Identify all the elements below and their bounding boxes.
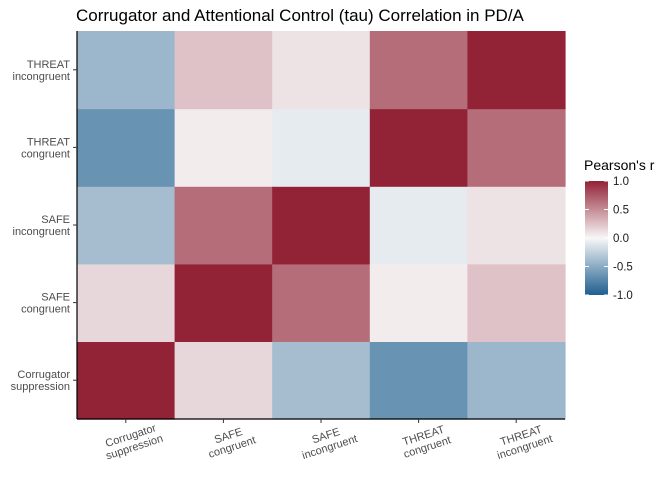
y-tick-labels: Corrugator suppression SAFE congruent SAFE in… [11, 59, 71, 393]
heatmap-cell [467, 31, 566, 110]
heatmap-cell [467, 186, 566, 265]
legend-tick-label: -0.5 [613, 262, 633, 274]
y-tick-label: SAFE incongruent [13, 214, 71, 238]
heatmap-cell [467, 108, 566, 187]
legend-tick-label: 1.0 [613, 176, 629, 188]
legend-tick-label: -1.0 [613, 290, 633, 302]
x-tick-label: SAFEincongruent [297, 422, 359, 463]
heatmap-cell [272, 31, 371, 110]
y-tick-label: THREAT congruent [21, 136, 70, 160]
x-tick-label: SAFEcongruent [203, 423, 257, 461]
heatmap-cell [369, 341, 468, 420]
heatmap-cell [467, 341, 566, 420]
heatmap-cells [77, 31, 566, 420]
legend: Pearson's r 1.0 0.5 0.0 -0.5 -1.0 [584, 157, 655, 302]
legend-colorbar [585, 181, 608, 295]
x-tick-label: THREATincongruent [492, 422, 554, 463]
y-tick-label: SAFE congruent [21, 292, 70, 316]
legend-tick-label: 0.0 [613, 233, 629, 245]
heatmap-cell [174, 263, 273, 342]
heatmap-cell [369, 108, 468, 187]
legend-title: Pearson's r [584, 157, 655, 173]
heatmap-cell [272, 108, 371, 187]
y-tick-label: Corrugator suppression [11, 369, 71, 393]
heatmap-cell [77, 108, 176, 187]
heatmap-cell [272, 341, 371, 420]
axes [73, 31, 565, 423]
heatmap-cell [369, 186, 468, 265]
heatmap-cell [467, 263, 566, 342]
heatmap-cell [77, 263, 176, 342]
x-tick-labels: Corrugatorsuppression SAFEcongruent SAFEin… [101, 421, 554, 463]
heatmap-cell [174, 108, 273, 187]
heatmap-cell [174, 341, 273, 420]
heatmap-cell [77, 186, 176, 265]
heatmap-cell [77, 31, 176, 110]
heatmap-cell [272, 186, 371, 265]
legend-tick-label: 0.5 [613, 205, 629, 217]
chart-title: Corrugator and Attentional Control (tau)… [76, 6, 525, 25]
y-tick-label: THREAT incongruent [13, 59, 71, 83]
heatmap-cell [174, 186, 273, 265]
heatmap-cell [174, 31, 273, 110]
heatmap-cell [369, 263, 468, 342]
x-tick-label: THREATcongruent [399, 423, 453, 461]
heatmap-cell [369, 31, 468, 110]
heatmap-cell [77, 341, 176, 420]
x-tick-label: Corrugatorsuppression [101, 421, 165, 462]
heatmap-cell [272, 263, 371, 342]
